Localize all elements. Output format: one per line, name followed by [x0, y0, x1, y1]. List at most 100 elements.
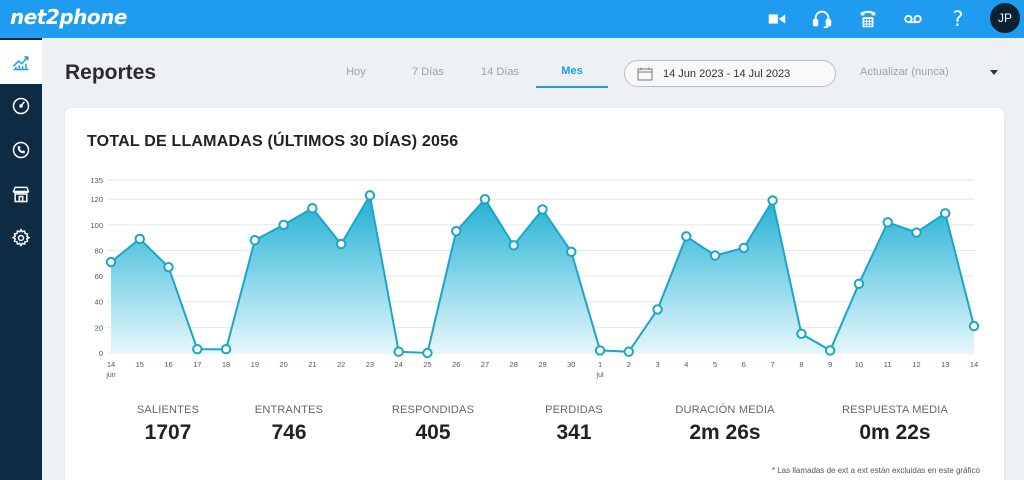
- chevron-down-icon[interactable]: [990, 70, 998, 75]
- x-tick-label: 20: [279, 360, 287, 369]
- x-tick-label: 9: [828, 360, 832, 369]
- x-month-label: jun: [105, 372, 115, 379]
- settings-gear-icon: [11, 228, 31, 247]
- data-point: [767, 195, 778, 206]
- stat-label: RESPONDIDAS: [391, 404, 475, 416]
- x-tick-label: 30: [567, 360, 575, 369]
- data-point: [105, 256, 117, 268]
- user-avatar[interactable]: JP: [990, 3, 1020, 33]
- brand-logo[interactable]: net2phone: [10, 5, 127, 29]
- headset-icon[interactable]: [809, 6, 835, 32]
- data-point: [566, 246, 577, 257]
- x-tick-label: 29: [538, 360, 546, 369]
- sidebar-item-analytics[interactable]: [0, 40, 42, 84]
- x-tick-label: 25: [423, 360, 431, 369]
- y-tick-label: 0: [99, 349, 103, 358]
- series-area: [111, 195, 974, 353]
- stat-respondidas: RESPONDIDAS 405: [358, 404, 508, 445]
- data-point: [163, 261, 174, 273]
- x-tick-label: 12: [912, 360, 920, 369]
- data-point: [911, 227, 922, 238]
- tab-14-dias[interactable]: 14 Días: [481, 66, 519, 78]
- data-point: [940, 208, 951, 219]
- sidebar: [0, 38, 42, 480]
- data-point: [508, 240, 519, 251]
- top-bar: net2phone ? JP: [0, 0, 1024, 38]
- stat-label: DURACIÓN MEDIA: [675, 404, 775, 416]
- data-point: [393, 346, 404, 357]
- stat-label: ENTRANTES: [254, 404, 324, 416]
- desk-phone-icon[interactable]: [855, 6, 881, 32]
- y-tick-label: 135: [90, 176, 103, 185]
- y-tick-label: 40: [95, 298, 103, 307]
- tab-7-dias[interactable]: 7 Días: [412, 66, 444, 78]
- dashboard-gauge-icon: [12, 97, 30, 115]
- data-point: [422, 347, 433, 359]
- stat-value: 1707: [144, 421, 192, 444]
- data-point: [594, 345, 606, 356]
- data-point: [623, 346, 634, 357]
- date-range-picker[interactable]: 14 Jun 2023 - 14 Jul 2023: [624, 60, 836, 87]
- data-point: [335, 238, 347, 250]
- x-tick-label: 2: [627, 360, 631, 369]
- chart-footnote: * Las llamadas de ext a ext están exclui…: [771, 466, 980, 475]
- x-tick-label: 3: [655, 360, 659, 369]
- date-range-text: 14 Jun 2023 - 14 Jul 2023: [663, 67, 791, 80]
- stat-label: PERDIDAS: [545, 404, 603, 416]
- video-icon[interactable]: [764, 6, 790, 32]
- tab-hoy[interactable]: Hoy: [346, 66, 366, 78]
- tab-mes[interactable]: Mes: [536, 56, 608, 88]
- data-point: [709, 250, 721, 261]
- data-point: [479, 194, 491, 205]
- stat-label: SALIENTES: [136, 404, 200, 416]
- data-point: [249, 235, 261, 246]
- x-tick-label: 13: [941, 360, 949, 369]
- x-tick-label: 21: [308, 360, 316, 369]
- x-tick-label: 15: [136, 360, 144, 369]
- refresh-selector[interactable]: Actualizar (nunca): [860, 66, 949, 78]
- stat-value: 2m 26s: [689, 421, 761, 444]
- data-point: [364, 190, 376, 201]
- sidebar-item-settings[interactable]: [0, 216, 42, 260]
- data-point: [278, 219, 289, 231]
- x-tick-label: 19: [251, 360, 259, 369]
- x-tick-label: 17: [193, 360, 201, 369]
- x-tick-label: 18: [222, 360, 230, 369]
- x-tick-label: 27: [481, 360, 489, 369]
- stat-value: 0m 22s: [859, 421, 931, 444]
- calendar-icon: [637, 67, 653, 80]
- analytics-icon: [12, 56, 29, 71]
- data-point: [882, 217, 893, 228]
- sidebar-item-store[interactable]: [0, 172, 42, 216]
- stat-label: RESPUESTA MEDIA: [841, 404, 949, 416]
- stat-value: 341: [556, 421, 592, 444]
- y-tick-label: 80: [95, 246, 103, 255]
- x-tick-label: 16: [164, 360, 172, 369]
- x-tick-label: 5: [713, 360, 717, 369]
- x-tick-label: 7: [771, 360, 775, 369]
- data-point: [824, 345, 836, 356]
- page-title: Reportes: [65, 61, 157, 84]
- x-tick-label: 6: [742, 360, 746, 369]
- stat-perdidas: PERDIDAS 341: [499, 404, 649, 445]
- help-icon[interactable]: ?: [952, 7, 964, 31]
- sidebar-item-dashboard[interactable]: [0, 84, 42, 128]
- y-tick-label: 20: [95, 323, 103, 332]
- stat-value: 746: [271, 421, 307, 444]
- data-point: [192, 343, 203, 355]
- y-tick-label: 100: [90, 221, 103, 230]
- data-point: [537, 204, 548, 215]
- x-tick-label: 22: [337, 360, 345, 369]
- stat-respuesta-media: RESPUESTA MEDIA 0m 22s: [820, 404, 970, 445]
- stat-salientes: SALIENTES 1707: [93, 404, 243, 445]
- x-tick-label: 26: [452, 360, 460, 369]
- sidebar-item-calls[interactable]: [0, 128, 42, 172]
- chart-title: TOTAL DE LLAMADAS (ÚLTIMOS 30 DÍAS) 2056: [87, 133, 459, 150]
- data-point: [451, 226, 462, 237]
- x-tick-label: 11: [884, 360, 892, 369]
- x-tick-label: 23: [366, 360, 374, 369]
- x-tick-label: 14: [107, 360, 115, 369]
- y-tick-label: 120: [90, 195, 103, 204]
- voicemail-icon[interactable]: [900, 6, 926, 32]
- report-card: TOTAL DE LLAMADAS (ÚLTIMOS 30 DÍAS) 2056…: [65, 108, 1004, 480]
